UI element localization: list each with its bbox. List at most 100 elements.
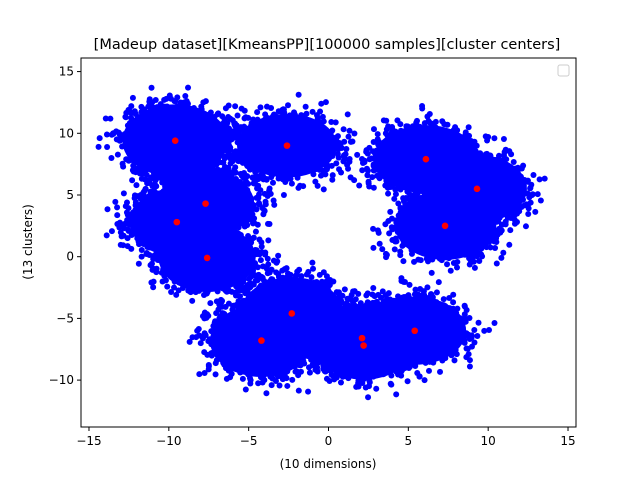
sample-point — [483, 244, 490, 251]
sample-point — [407, 343, 414, 350]
sample-point — [300, 302, 307, 309]
sample-point — [148, 279, 155, 286]
sample-point — [507, 227, 514, 234]
sample-point — [315, 323, 322, 330]
sample-point — [212, 341, 219, 348]
sample-point — [215, 166, 222, 173]
sample-point — [131, 108, 138, 115]
sample-point — [243, 161, 250, 168]
sample-point — [323, 153, 330, 160]
sample-point — [327, 324, 334, 331]
sample-point — [236, 233, 243, 240]
sample-point — [263, 390, 270, 397]
sample-point — [133, 182, 140, 189]
sample-point — [504, 214, 511, 221]
sample-point — [269, 179, 276, 186]
sample-point — [306, 117, 313, 124]
sample-point — [255, 200, 262, 207]
sample-point — [160, 179, 167, 186]
sample-point — [483, 200, 490, 207]
sample-point — [355, 383, 362, 390]
sample-point — [478, 188, 485, 195]
sample-point — [510, 159, 517, 166]
sample-point — [469, 254, 476, 261]
sample-point — [212, 371, 219, 378]
sample-point — [184, 214, 191, 221]
sample-point — [316, 118, 323, 125]
sample-point — [147, 262, 154, 269]
sample-point — [237, 293, 244, 300]
sample-point — [394, 324, 401, 331]
sample-point — [487, 217, 494, 224]
sample-point — [386, 319, 393, 326]
sample-point — [148, 84, 155, 91]
sample-point — [250, 234, 257, 241]
sample-point — [140, 202, 147, 209]
sample-point — [393, 368, 400, 375]
sample-point — [326, 378, 333, 385]
sample-point — [267, 116, 274, 123]
sample-point — [173, 291, 180, 298]
sample-point — [229, 207, 236, 214]
sample-point — [114, 151, 121, 158]
sample-point — [275, 273, 282, 280]
sample-point — [132, 199, 139, 206]
sample-point — [356, 182, 363, 189]
sample-point — [238, 301, 245, 308]
sample-point — [152, 106, 159, 113]
sample-point — [320, 269, 327, 276]
x-tick-label: −15 — [76, 434, 101, 448]
sample-point — [471, 148, 478, 155]
sample-point — [421, 377, 428, 384]
sample-point — [457, 327, 464, 334]
sample-point — [447, 148, 454, 155]
sample-point — [217, 313, 224, 320]
sample-point — [385, 123, 392, 130]
sample-point — [279, 369, 286, 376]
sample-point — [370, 126, 377, 133]
sample-point — [261, 190, 268, 197]
sample-point — [160, 238, 167, 245]
sample-point — [298, 112, 305, 119]
cluster-center-point — [441, 222, 449, 230]
sample-point — [243, 221, 250, 228]
sample-point — [319, 159, 326, 166]
sample-point — [376, 311, 383, 318]
sample-point — [376, 240, 383, 247]
sample-point — [232, 365, 239, 372]
sample-point — [114, 212, 121, 219]
sample-point — [129, 120, 136, 127]
sample-point — [125, 221, 132, 228]
sample-point — [541, 175, 548, 182]
cluster-center-point — [173, 218, 181, 226]
sample-point — [430, 124, 437, 131]
sample-point — [104, 143, 111, 150]
x-tick-label: −10 — [156, 434, 181, 448]
sample-point — [270, 281, 277, 288]
sample-point — [137, 195, 144, 202]
sample-point — [388, 215, 395, 222]
sample-point — [309, 259, 316, 266]
sample-point — [401, 278, 408, 285]
sample-point — [216, 196, 223, 203]
sample-point — [187, 227, 194, 234]
sample-point — [386, 230, 393, 237]
sample-point — [244, 186, 251, 193]
sample-point — [142, 167, 149, 174]
sample-point — [206, 117, 213, 124]
sample-point — [165, 268, 172, 275]
sample-point — [230, 310, 237, 317]
sample-point — [140, 189, 147, 196]
sample-point — [466, 314, 473, 321]
sample-point — [345, 375, 352, 382]
sample-point — [460, 137, 467, 144]
sample-point — [257, 164, 264, 171]
cluster-center-point — [203, 254, 211, 262]
sample-point — [135, 260, 142, 267]
sample-point — [503, 156, 510, 163]
sample-point — [315, 329, 322, 336]
sample-point — [316, 166, 323, 173]
sample-point — [393, 391, 400, 398]
sample-point — [352, 308, 359, 315]
sample-point — [266, 269, 273, 276]
